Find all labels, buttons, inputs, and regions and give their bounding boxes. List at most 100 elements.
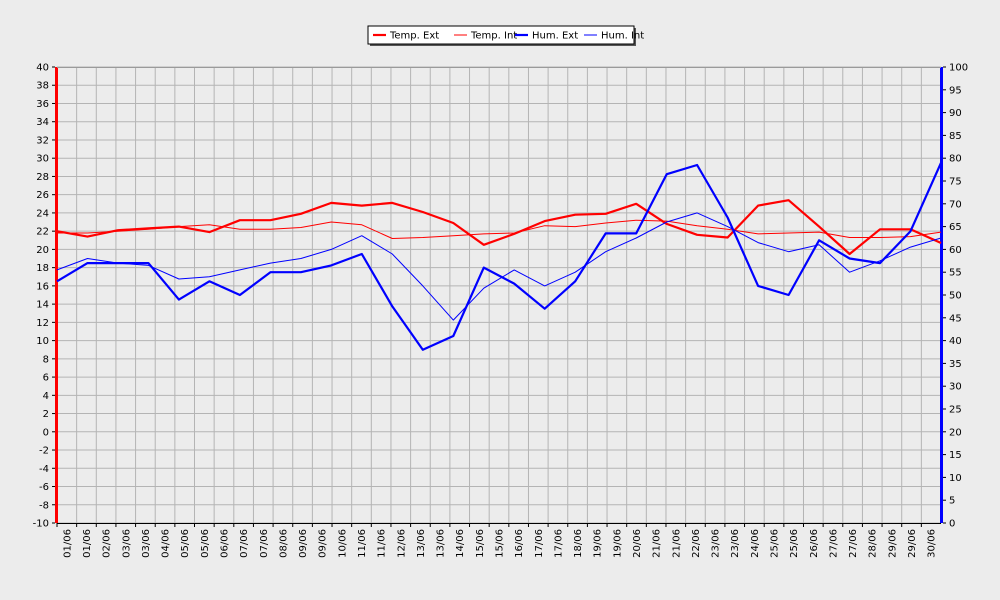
left-tick-label: 6 [43, 373, 49, 384]
x-tick-label: 28/06 [868, 529, 879, 558]
x-tick-label: 03/06 [141, 529, 152, 558]
left-tick-label: -10 [33, 519, 49, 530]
x-tick-label: 26/06 [809, 529, 820, 558]
legend-label: Hum. Int [601, 31, 644, 42]
x-tick-label: 09/06 [298, 529, 309, 558]
x-tick-label: 15/06 [475, 529, 486, 558]
left-tick-label: 36 [36, 99, 49, 110]
right-axis-line [940, 67, 943, 523]
x-tick-label: 06/06 [219, 529, 230, 558]
x-tick-label: 25/06 [770, 529, 781, 558]
left-tick-label: 34 [36, 117, 49, 128]
right-tick-label: 35 [949, 359, 962, 370]
left-tick-label: -4 [39, 464, 49, 475]
x-tick-label: 27/06 [848, 529, 859, 558]
x-tick-label: 15/06 [495, 529, 506, 558]
right-tick-label: 40 [949, 336, 962, 347]
left-tick-label: 24 [36, 208, 49, 219]
right-tick-label: 10 [949, 473, 962, 484]
x-tick-label: 07/06 [239, 529, 250, 558]
left-tick-label: 10 [36, 336, 49, 347]
x-tick-label: 05/06 [200, 529, 211, 558]
x-tick-label: 29/06 [887, 529, 898, 558]
left-tick-label: 22 [36, 227, 49, 238]
left-tick-label: 12 [36, 318, 49, 329]
right-tick-label: 0 [949, 519, 955, 530]
x-tick-label: 23/06 [711, 529, 722, 558]
right-tick-label: 80 [949, 154, 962, 165]
legend [367, 25, 635, 45]
right-tick-label: 55 [949, 268, 962, 279]
left-tick-label: 8 [43, 354, 49, 365]
right-tick-label: 90 [949, 108, 962, 119]
x-tick-label: 03/06 [121, 529, 132, 558]
x-tick-label: 19/06 [612, 529, 623, 558]
x-tick-label: 17/06 [534, 529, 545, 558]
right-tick-label: 25 [949, 405, 962, 416]
left-tick-label: 0 [43, 427, 49, 438]
left-tick-label: 2 [43, 409, 49, 420]
left-tick-label: 26 [36, 190, 49, 201]
x-tick-label: 24/06 [750, 529, 761, 558]
left-tick-label: 14 [36, 300, 49, 311]
right-tick-label: 20 [949, 427, 962, 438]
x-tick-label: 29/06 [907, 529, 918, 558]
right-tick-label: 100 [949, 63, 968, 74]
left-tick-label: 38 [36, 81, 49, 92]
left-tick-label: -2 [39, 446, 49, 457]
right-tick-label: 50 [949, 291, 962, 302]
x-tick-label: 05/06 [180, 529, 191, 558]
right-tick-label: 85 [949, 131, 962, 142]
x-tick-label: 08/06 [278, 529, 289, 558]
left-tick-label: 32 [36, 135, 49, 146]
x-tick-label: 21/06 [671, 529, 682, 558]
x-tick-label: 25/06 [789, 529, 800, 558]
series-line-hum-int [56, 212, 942, 321]
x-tick-label: 10/06 [337, 529, 348, 558]
left-tick-label: 4 [43, 391, 49, 402]
right-tick-label: 45 [949, 313, 962, 324]
x-tick-label: 27/06 [828, 529, 839, 558]
x-tick-label: 17/06 [553, 529, 564, 558]
left-tick-label: 18 [36, 263, 49, 274]
right-tick-label: 15 [949, 450, 962, 461]
left-tick-label: -8 [39, 500, 49, 511]
x-tick-label: 01/06 [62, 529, 73, 558]
right-tick-label: 65 [949, 222, 962, 233]
x-tick-label: 18/06 [573, 529, 584, 558]
x-tick-label: 22/06 [691, 529, 702, 558]
x-tick-label: 01/06 [82, 529, 93, 558]
x-tick-label: 07/06 [259, 529, 270, 558]
x-tick-label: 30/06 [927, 529, 938, 558]
x-tick-label: 11/06 [377, 529, 388, 558]
right-tick-label: 5 [949, 496, 955, 507]
left-tick-label: 30 [36, 154, 49, 165]
left-tick-label: 40 [36, 63, 49, 74]
x-tick-label: 12/06 [396, 529, 407, 558]
right-tick-label: 60 [949, 245, 962, 256]
left-axis-line [55, 67, 58, 523]
x-tick-label: 21/06 [652, 529, 663, 558]
x-tick-label: 19/06 [593, 529, 604, 558]
series-line-temp-int [57, 219, 942, 239]
right-tick-label: 70 [949, 199, 962, 210]
left-tick-label: 16 [36, 281, 49, 292]
legend-label: Temp. Ext [389, 31, 439, 42]
right-tick-label: 75 [949, 177, 962, 188]
x-tick-label: 09/06 [318, 529, 329, 558]
series-line-hum-ext [56, 162, 943, 351]
series-line-temp-ext [56, 199, 942, 256]
left-tick-label: 20 [36, 245, 49, 256]
right-tick-label: 95 [949, 85, 962, 96]
x-tick-label: 04/06 [161, 529, 172, 558]
x-tick-label: 14/06 [455, 529, 466, 558]
left-tick-label: 28 [36, 172, 49, 183]
x-tick-label: 02/06 [102, 529, 113, 558]
x-tick-label: 20/06 [632, 529, 643, 558]
right-tick-label: 30 [949, 382, 962, 393]
x-tick-label: 13/06 [416, 529, 427, 558]
x-tick-label: 11/06 [357, 529, 368, 558]
x-tick-label: 13/06 [436, 529, 447, 558]
